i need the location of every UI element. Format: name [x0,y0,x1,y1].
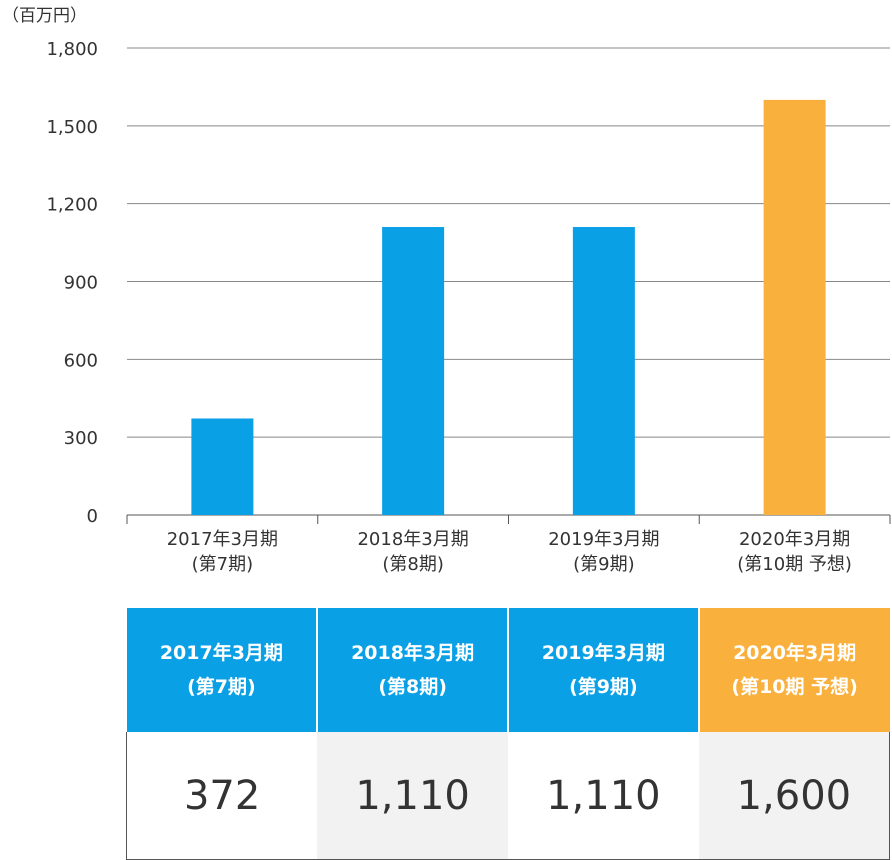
y-tick-label: 1,500 [46,117,98,138]
table-value-cell: 1,110 [317,732,508,860]
table-row: 372 1,110 1,110 1,600 [126,732,890,860]
table-header-row: 2017年3月期 (第7期) 2018年3月期 (第8期) 2019年3月期 (… [126,608,890,732]
header-term: (第10期 予想) [731,676,858,698]
bar [191,418,254,515]
x-tick-label: 2019年3月期 [548,529,659,550]
header-term: (第9期) [569,676,638,698]
y-tick-label: 0 [87,506,98,527]
y-unit-label: （百万円） [2,6,87,26]
x-tick-label: 2017年3月期 [167,529,278,550]
header-period: 2017年3月期 [159,642,283,664]
x-tick-label: (第8期) [382,554,444,575]
header-period: 2019年3月期 [541,642,665,664]
header-period: 2018年3月期 [351,642,475,664]
header-term: (第8期) [378,676,447,698]
y-tick-label: 300 [64,428,98,449]
y-tick-label: 1,200 [46,195,98,216]
bar-chart: （百万円） 0 300 600 900 1,200 1,500 1,800 2017年3月期 (第… [2,6,891,575]
data-table: 2017年3月期 (第7期) 2018年3月期 (第8期) 2019年3月期 (… [126,608,890,860]
x-tick-label: (第10期 予想) [737,554,852,575]
y-tick-label: 900 [64,273,98,294]
x-tick-label: 2018年3月期 [357,529,468,550]
header-term: (第7期) [187,676,256,698]
header-period: 2020年3月期 [733,642,857,664]
bar [382,227,445,515]
y-tick-label: 1,800 [46,39,98,60]
table-value-cell: 372 [126,732,318,860]
table-header-cell: 2020年3月期 (第10期 予想) [697,608,890,732]
y-tick-label: 600 [64,350,98,371]
table-header-cell: 2018年3月期 (第8期) [316,608,509,732]
table-value-cell: 1,110 [508,732,699,860]
table-header-cell: 2019年3月期 (第9期) [507,608,700,732]
x-tick-label: (第9期) [573,554,635,575]
bar [572,227,635,515]
x-tick-label: 2020年3月期 [739,529,850,550]
table-value-cell: 1,600 [698,732,890,860]
bar [763,99,826,515]
x-tick-label: (第7期) [192,554,254,575]
table-header-cell: 2017年3月期 (第7期) [126,608,319,732]
